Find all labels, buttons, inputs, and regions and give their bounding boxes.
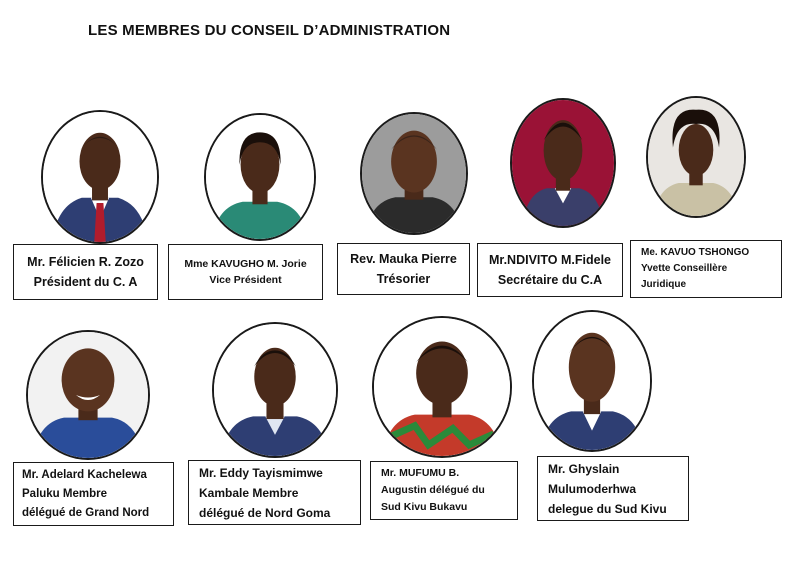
member-photo-ndivito — [510, 98, 616, 228]
member-photo-kavugho — [204, 113, 316, 241]
member-photo-zozo — [41, 110, 159, 244]
member-caption: Mme KAVUGHO M. Jorie Vice Président — [168, 244, 323, 300]
member-caption: Mr. MUFUMU B. Augustin délégué du Sud Ki… — [370, 461, 518, 520]
page-title: LES MEMBRES DU CONSEIL D’ADMINISTRATION — [88, 22, 451, 39]
member-photo-kavuo — [646, 96, 746, 218]
member-photo-mauka — [360, 112, 468, 235]
member-caption: Mr. Félicien R. Zozo Président du C. A — [13, 244, 158, 300]
member-caption: Mr. Adelard Kachelewa Paluku Membre délé… — [13, 462, 174, 526]
member-photo-kachelewa — [26, 330, 150, 460]
member-photo-mufumu — [372, 316, 512, 458]
member-caption: Me. KAVUO TSHONGO Yvette Conseillère Jur… — [630, 240, 782, 298]
member-caption: Mr. Ghyslain Mulumoderhwa delegue du Sud… — [537, 456, 689, 521]
member-caption: Mr. Eddy Tayismimwe Kambale Membre délég… — [188, 460, 361, 525]
member-caption: Mr.NDIVITO M.Fidele Secrétaire du C.A — [477, 243, 623, 297]
member-caption: Rev. Mauka Pierre Trésorier — [337, 243, 470, 295]
member-photo-eddy — [212, 322, 338, 458]
member-photo-ghyslain — [532, 310, 652, 452]
